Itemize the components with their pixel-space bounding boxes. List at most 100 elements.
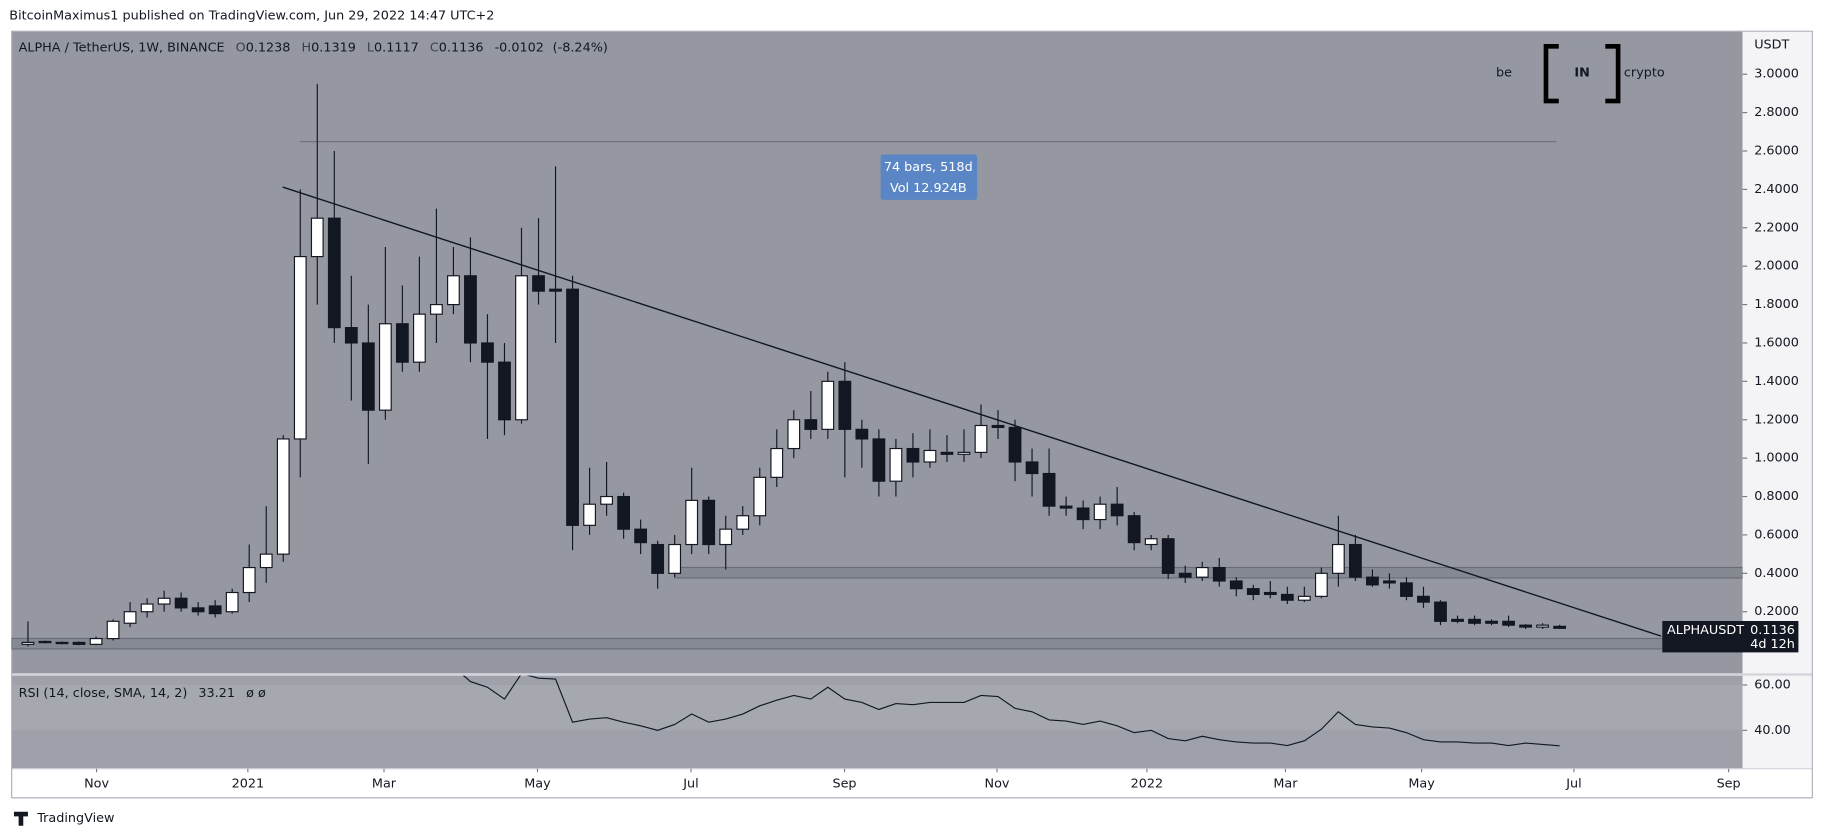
candle-body [1161,538,1175,574]
rsi-label: RSI (14, close, SMA, 14, 2) [19,686,188,701]
candle-body [310,217,324,258]
candle-body [991,424,1005,429]
x-tick-label: Mar [1273,776,1298,791]
candle-body [583,503,596,526]
candle-body [1536,624,1550,628]
y-tick-label: 2.0000 [1754,259,1799,274]
candle-body [225,591,239,613]
candle-body [617,495,631,530]
candle-body [498,361,511,421]
measure-box [880,154,978,200]
candle-body [1093,503,1107,521]
price-axis [1742,31,1813,769]
y-tick-label: 1.8000 [1754,297,1799,312]
candle-body [378,323,392,411]
candle-body [668,543,682,574]
x-tick-label: Sep [1717,776,1741,791]
candle-body [106,620,120,640]
footer: TradingView [36,811,114,826]
x-tick-label: Nov [84,776,109,791]
legend: ALPHA / TetherUS, 1W, BINANCE O0.1238 H 0… [19,40,608,55]
currency: USDT [1754,38,1789,53]
y-tick-label: 0.6000 [1754,527,1799,542]
frame [11,30,1813,799]
candle-body [872,438,886,482]
x-tick-label: Mar [372,776,397,791]
rsi-tick-label: 60.00 [1754,677,1791,692]
y-tick-label: 1.4000 [1754,374,1799,389]
candle-body [753,476,767,517]
candle-body [736,515,750,530]
rsi-legend: RSI (14, close, SMA, 14, 2) 33.21 ø ø [19,686,266,701]
candle-body [1314,572,1328,597]
price-label-value: 0.1136 [1750,623,1795,638]
logo-bracket-gap [1558,41,1606,106]
candle-body [447,275,460,306]
ohlc-value: 0.1238 [246,40,291,55]
x-tick-label: May [1408,776,1435,791]
symbol: ALPHA / TetherUS, 1W, BINANCE [19,40,225,55]
candle-body [651,543,665,574]
trendline [282,186,1662,637]
rsi-band [11,684,1743,731]
candle-body [208,605,222,615]
candle-body [1468,618,1481,624]
candle-body [532,275,545,292]
ohlc-label: O [236,40,246,55]
ohlc-value: 0.1136 [439,40,484,55]
candle-body [1195,566,1209,578]
x-tick-label: Sep [832,776,856,791]
x-tick-label: 2022 [1131,776,1164,791]
ohlc-value: 0.1117 [374,40,419,55]
candle-body [1280,593,1294,601]
candle-body [1059,505,1073,509]
candle-body [1178,572,1192,578]
y-tick-label: 1.0000 [1754,451,1799,466]
y-tick-label: 2.4000 [1754,182,1799,197]
price-label-symbol: ALPHAUSDT [1667,623,1744,638]
header: BitcoinMaximus1 published on TradingView… [9,9,494,24]
candle-body [1331,543,1345,574]
x-tick-label: Jul [682,776,698,791]
candle-body [1144,538,1158,546]
candle-body [276,438,290,555]
rsi-line-group [385,675,1560,747]
candle-body [1451,618,1464,622]
logo-middle: IN [1574,66,1589,81]
price-label-box [1662,620,1799,653]
candle-body [89,638,103,645]
change: -0.0102 [495,40,544,55]
candle-body [242,566,256,594]
time-axis [11,768,1813,799]
y-tick-label: 3.0000 [1754,67,1799,82]
candle-body [1297,595,1311,601]
candle-body [1383,580,1396,584]
ohlc-label: L [367,40,375,55]
candle-body [1366,576,1379,586]
footer-icon [13,811,28,826]
candle-body [55,641,69,645]
candle-body [1417,595,1430,603]
ohlc-label: H [302,40,312,55]
candle-body [1400,582,1413,597]
y-tick-label: 0.2000 [1754,604,1799,619]
candle-body [566,288,579,526]
candle-body [293,255,307,440]
candle-body [1076,507,1090,521]
candle-body [361,342,375,411]
candle-body [1263,591,1277,596]
candle-body [1485,620,1498,624]
y-tick-label: 0.8000 [1754,489,1799,504]
candle-body [634,528,648,544]
candle-body [38,640,52,644]
candle-body [889,447,903,482]
y-tick-label: 2.8000 [1754,105,1799,120]
candle-body [140,603,154,613]
candle-body [957,451,971,455]
y-tick-label: 0.4000 [1754,566,1799,581]
candle-body [72,641,86,645]
candle-body [804,419,818,430]
candle-body [600,495,613,505]
